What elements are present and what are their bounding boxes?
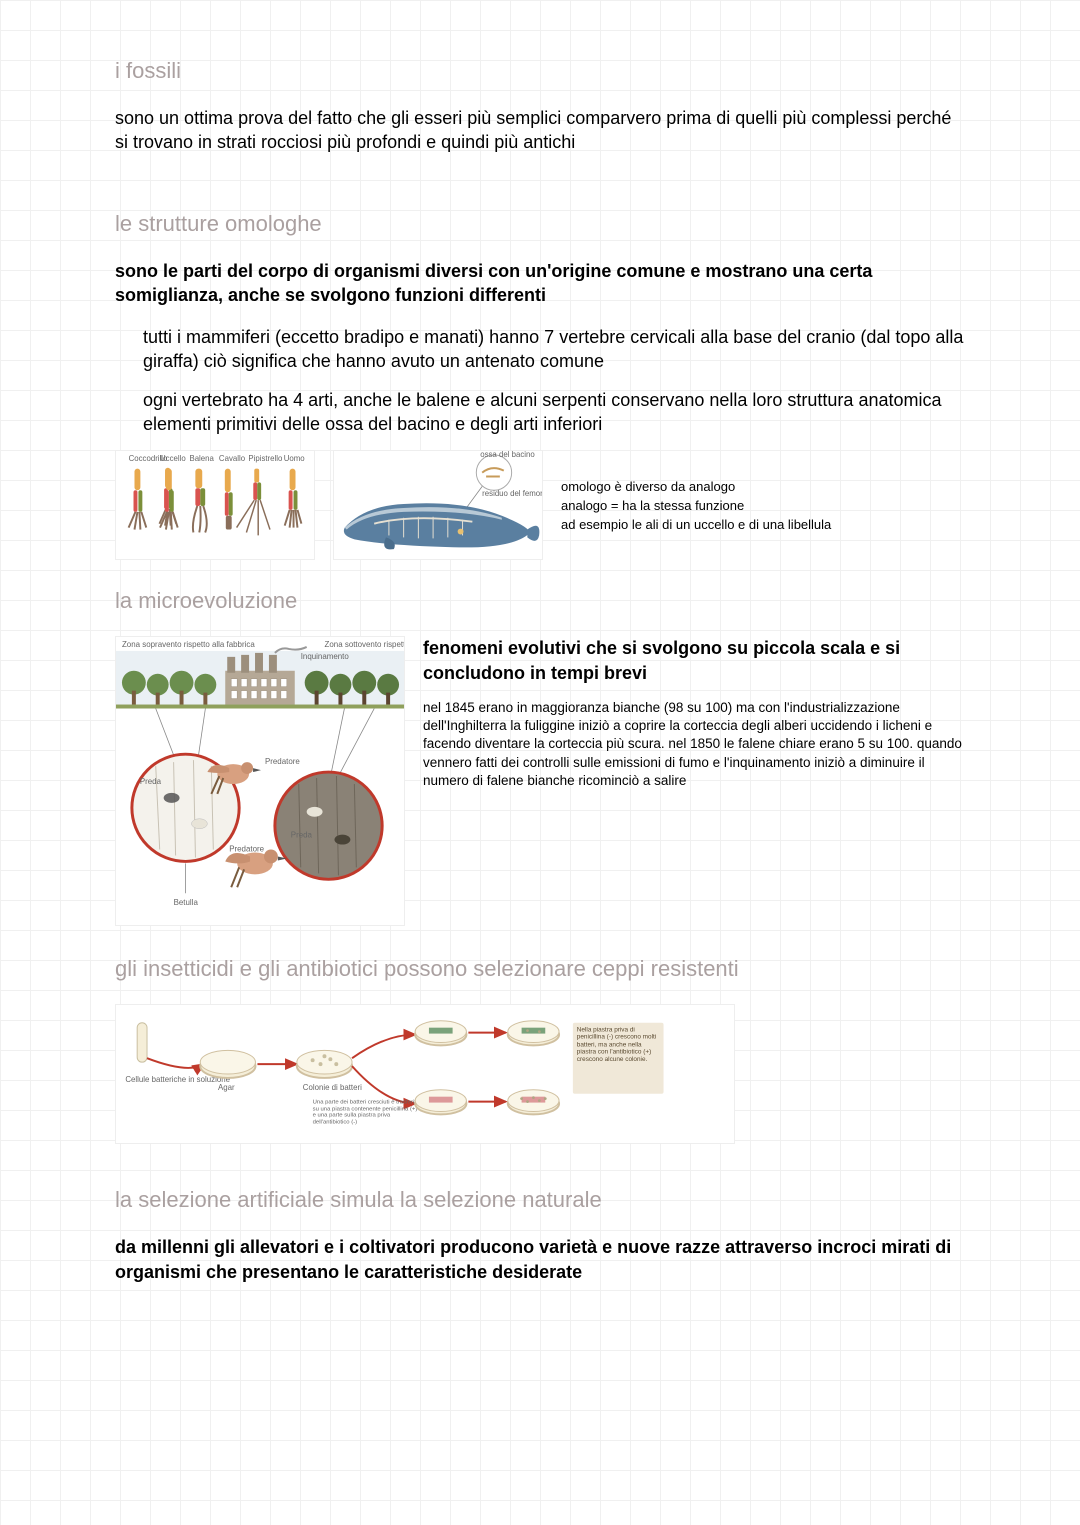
preda-label-l: Preda bbox=[140, 777, 162, 786]
microevolution-row: Zona sopravento rispetto alla fabbrica Z… bbox=[115, 636, 965, 926]
limb-label-2: Balena bbox=[189, 454, 214, 463]
micro-paragraph: nel 1845 erano in maggioranza bianche (9… bbox=[423, 699, 965, 790]
section-title-omologhe: le strutture omologhe bbox=[115, 211, 965, 237]
whale-figure: ossa del bacino residuo del femore bbox=[333, 450, 543, 560]
limbs-figure: Coccodrillo Uccello Balena Cavallo Pipis… bbox=[115, 450, 315, 560]
side-line-1: omologo è diverso da analogo bbox=[561, 478, 965, 497]
section-title-resist: gli insetticidi e gli antibiotici posson… bbox=[115, 956, 965, 982]
pollution-label: Inquinamento bbox=[301, 652, 350, 661]
microevolution-text: fenomeni evolutivi che si svolgono su pi… bbox=[423, 636, 965, 790]
colonie-label: Colonie di batteri bbox=[303, 1083, 362, 1092]
zone-right-label: Zona sottovento rispetto alla fabbrica bbox=[325, 640, 405, 649]
predatore-label-2: Predatore bbox=[229, 845, 264, 854]
antibiotic-figure: Cellule batteriche in soluzione Agar Col… bbox=[115, 1004, 735, 1144]
agar-label: Agar bbox=[218, 1083, 235, 1092]
peppered-moth-figure: Zona sopravento rispetto alla fabbrica Z… bbox=[115, 636, 405, 926]
homologous-figure-row: Coccodrillo Uccello Balena Cavallo Pipis… bbox=[115, 450, 965, 560]
whale-callout-1: ossa del bacino bbox=[480, 450, 535, 459]
section-title-micro: la microevoluzione bbox=[115, 588, 965, 614]
limb-label-5: Uomo bbox=[284, 454, 306, 463]
micro-def: fenomeni evolutivi che si svolgono su pi… bbox=[423, 636, 965, 685]
side-line-2: analogo = ha la stessa funzione bbox=[561, 497, 965, 516]
artificiale-paragraph: da millenni gli allevatori e i coltivato… bbox=[115, 1235, 965, 1284]
whale-callout-2: residuo del femore bbox=[482, 490, 543, 499]
side-line-3: ad esempio le ali di un uccello e di una… bbox=[561, 516, 965, 535]
limb-label-3: Cavallo bbox=[219, 454, 246, 463]
omologhe-p3: ogni vertebrato ha 4 arti, anche le bale… bbox=[143, 388, 965, 437]
zone-left-label: Zona sopravento rispetto alla fabbrica bbox=[122, 640, 255, 649]
limb-label-4: Pipistrello bbox=[248, 454, 283, 463]
section-title-artificiale: la selezione artificiale simula la selez… bbox=[115, 1187, 965, 1213]
section-title-fossili: i fossili bbox=[115, 58, 965, 84]
transfer-step-text: Una parte dei batteri cresciuti è trasfe… bbox=[313, 1100, 421, 1126]
omologhe-side-text: omologo è diverso da analogo analogo = h… bbox=[561, 450, 965, 535]
predatore-label-1: Predatore bbox=[265, 757, 300, 766]
betulla-label: Betulla bbox=[174, 899, 199, 908]
omologhe-p2: tutti i mammiferi (eccetto bradipo e man… bbox=[143, 325, 965, 374]
preda-label-r: Preda bbox=[291, 831, 313, 840]
limb-label-1: Uccello bbox=[160, 454, 186, 463]
antibiotic-result-text: Nella piastra priva di penicillina (-) c… bbox=[577, 1027, 660, 1064]
omologhe-def: sono le parti del corpo di organismi div… bbox=[115, 259, 965, 308]
fossili-paragraph: sono un ottima prova del fatto che gli e… bbox=[115, 106, 965, 155]
